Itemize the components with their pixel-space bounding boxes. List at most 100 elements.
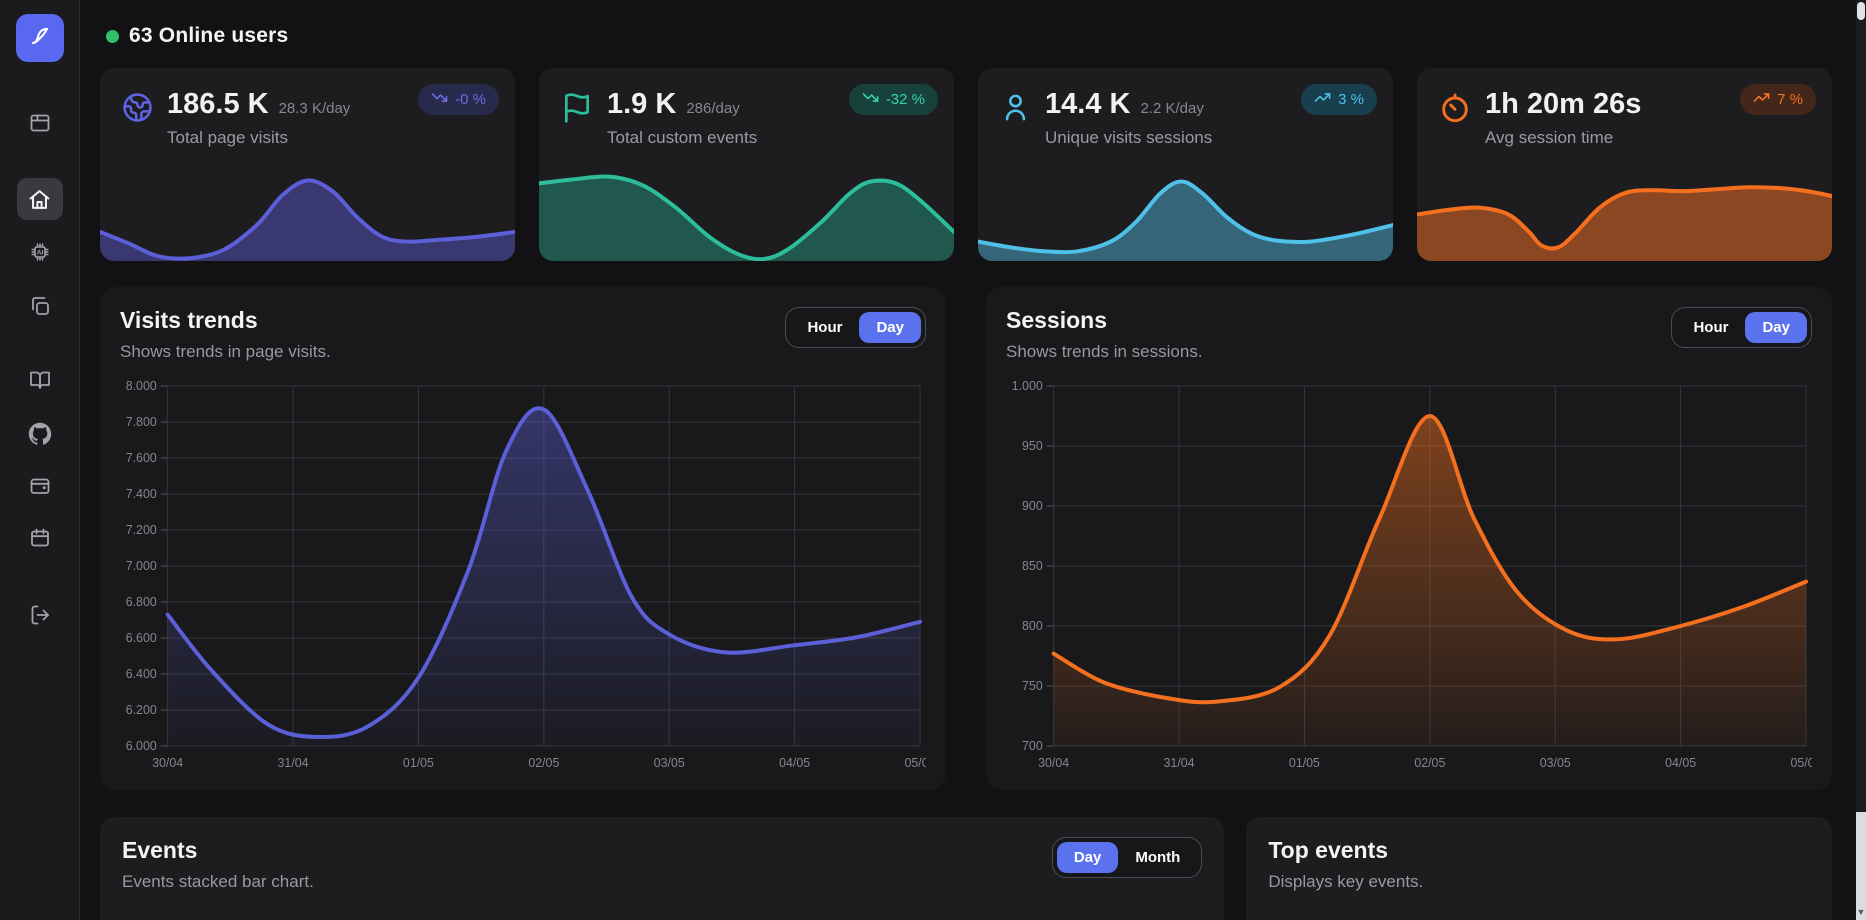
scrollbar-down-button[interactable]: ▼ xyxy=(1856,812,1866,920)
svg-text:6.800: 6.800 xyxy=(126,595,157,609)
stat-value: 186.5 K xyxy=(167,88,269,120)
top-events-subtitle: Displays key events. xyxy=(1268,872,1424,891)
svg-text:01/05: 01/05 xyxy=(1289,756,1320,770)
svg-text:7.200: 7.200 xyxy=(126,523,157,537)
svg-text:04/05: 04/05 xyxy=(1665,756,1696,770)
svg-text:900: 900 xyxy=(1022,499,1043,513)
svg-text:1.000: 1.000 xyxy=(1012,379,1043,393)
trending-down-icon xyxy=(862,89,879,110)
visits-trends-title: Visits trends xyxy=(120,307,258,333)
copy-icon xyxy=(28,294,52,318)
stat-per-day: 2.2 K/day xyxy=(1140,100,1204,117)
stat-cards-row: 186.5 K 28.3 K/day Total page visits -0 … xyxy=(100,68,1832,261)
stat-value: 14.4 K xyxy=(1045,88,1131,120)
sessions-toggle-day-button[interactable]: Day xyxy=(1745,312,1807,343)
svg-text:03/05: 03/05 xyxy=(654,756,685,770)
badge-text: 3 % xyxy=(1338,91,1364,108)
svg-text:6.000: 6.000 xyxy=(126,739,157,753)
trend-badge: 3 % xyxy=(1301,84,1377,115)
book-open-icon xyxy=(28,368,52,392)
stat-per-day: 286/day xyxy=(686,100,740,117)
svg-text:850: 850 xyxy=(1022,559,1043,573)
badge-text: 7 % xyxy=(1777,91,1803,108)
trending-down-icon xyxy=(431,89,448,110)
svg-text:750: 750 xyxy=(1022,679,1043,693)
flag-icon xyxy=(561,92,593,148)
sidebar-item-projects[interactable] xyxy=(17,285,63,327)
calendar-icon xyxy=(28,526,52,550)
trend-charts-row: Visits trends Shows trends in page visit… xyxy=(100,287,1832,790)
visits-area-chart: 6.000 6.200 6.400 6.600 6.800 7.000 7.200 7.400… xyxy=(126,379,926,770)
svg-text:30/04: 30/04 xyxy=(152,756,183,770)
svg-text:30/04: 30/04 xyxy=(1038,756,1069,770)
stat-value: 1h 20m 26s xyxy=(1485,88,1642,120)
wallet-icon xyxy=(28,474,52,498)
sidebar-item-ai[interactable]: AI xyxy=(17,231,63,273)
online-dot xyxy=(106,29,119,43)
sessions-area-chart: 700 750 800 850 900 950 1.000 30/04 31/04 01/05 02… xyxy=(1012,379,1812,770)
stat-card-unique-sessions: 14.4 K 2.2 K/day Unique visits sessions … xyxy=(978,68,1393,261)
visits-interval-toggle: Hour Day xyxy=(785,307,926,348)
svg-text:6.200: 6.200 xyxy=(126,703,157,717)
github-icon xyxy=(28,422,52,446)
events-subtitle: Events stacked bar chart. xyxy=(122,872,314,891)
visits-toggle-hour-button[interactable]: Hour xyxy=(790,312,859,343)
ai-chip-icon: AI xyxy=(28,240,52,264)
user-icon xyxy=(1000,92,1031,148)
svg-text:800: 800 xyxy=(1022,619,1043,633)
scrollbar-thumb[interactable] xyxy=(1857,2,1865,20)
top-events-card: Top events Displays key events. xyxy=(1246,817,1832,920)
panels-icon xyxy=(28,111,52,135)
badge-text: -0 % xyxy=(455,91,486,108)
events-toggle-month-button[interactable]: Month xyxy=(1118,842,1197,873)
svg-text:7.800: 7.800 xyxy=(126,415,157,429)
stat-value: 1.9 K xyxy=(607,88,677,120)
online-users-label: 63 Online users xyxy=(129,24,289,47)
sessions-subtitle: Shows trends in sessions. xyxy=(1006,342,1203,361)
trend-badge: -0 % xyxy=(418,84,499,115)
sidebar-item-calendar[interactable] xyxy=(17,517,63,559)
sessions-toggle-hour-button[interactable]: Hour xyxy=(1676,312,1745,343)
svg-text:02/05: 02/05 xyxy=(1414,756,1445,770)
visits-trends-subtitle: Shows trends in page visits. xyxy=(120,342,331,361)
events-toggle-day-button[interactable]: Day xyxy=(1056,842,1119,873)
custom-events-sparkline xyxy=(539,164,954,261)
stat-card-custom-events: 1.9 K 286/day Total custom events -32 % xyxy=(539,68,954,261)
trending-up-icon xyxy=(1753,89,1770,110)
trending-up-icon xyxy=(1314,89,1331,110)
svg-text:6.400: 6.400 xyxy=(126,667,157,681)
visits-toggle-day-button[interactable]: Day xyxy=(859,312,921,343)
svg-text:8.000: 8.000 xyxy=(126,379,157,393)
sidebar: AI xyxy=(0,0,80,920)
sidebar-item-logout[interactable] xyxy=(17,594,63,636)
globe-icon xyxy=(122,92,153,148)
svg-text:31/04: 31/04 xyxy=(278,756,309,770)
sidebar-item-docs[interactable] xyxy=(17,359,63,401)
events-title: Events xyxy=(122,837,198,863)
bezier-logo-icon xyxy=(27,23,53,54)
log-out-icon xyxy=(28,603,52,627)
home-icon xyxy=(27,187,52,212)
timer-icon xyxy=(1439,92,1471,148)
app-logo[interactable] xyxy=(15,14,64,62)
stat-card-avg-session-time: 1h 20m 26s Avg session time 7 % xyxy=(1417,68,1832,261)
stat-per-day: 28.3 K/day xyxy=(278,100,351,117)
page-visits-sparkline xyxy=(100,164,515,261)
sidebar-item-github[interactable] xyxy=(17,413,63,455)
svg-text:02/05: 02/05 xyxy=(528,756,559,770)
sidebar-item-panels[interactable] xyxy=(17,102,63,144)
svg-text:7.600: 7.600 xyxy=(126,451,157,465)
sidebar-item-billing[interactable] xyxy=(17,465,63,507)
svg-text:31/04: 31/04 xyxy=(1164,756,1195,770)
top-events-title: Top events xyxy=(1268,837,1389,863)
main-content: 63 Online users 186.5 K 28.3 K/day xyxy=(80,0,1866,920)
page-scrollbar[interactable]: ▼ xyxy=(1856,0,1866,920)
trend-badge: -32 % xyxy=(848,84,938,115)
stat-label: Avg session time xyxy=(1485,128,1614,147)
sidebar-item-home[interactable] xyxy=(16,178,63,220)
svg-text:05/05: 05/05 xyxy=(1791,756,1812,770)
sessions-interval-toggle: Hour Day xyxy=(1671,307,1812,348)
trend-badge: 7 % xyxy=(1740,84,1816,115)
stat-card-page-visits: 186.5 K 28.3 K/day Total page visits -0 … xyxy=(100,68,515,261)
online-users-status: 63 Online users xyxy=(106,24,1832,48)
